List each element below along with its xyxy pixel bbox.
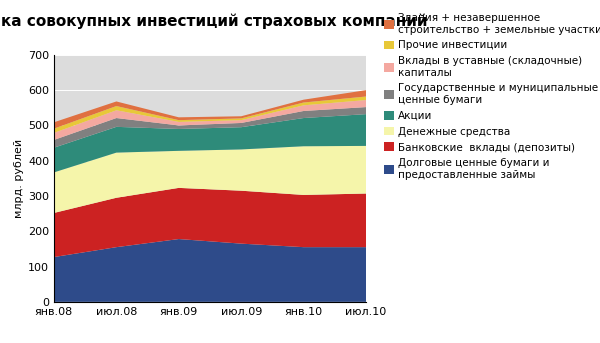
Y-axis label: млрд. рублей: млрд. рублей [14, 139, 24, 218]
Text: Динамика совокупных инвестиций страховых компаний: Динамика совокупных инвестиций страховых… [0, 14, 427, 29]
Legend: Здания + незавершенное
строительство + земельные участки, Прочие инвестиции, Вкл: Здания + незавершенное строительство + з… [383, 12, 600, 181]
